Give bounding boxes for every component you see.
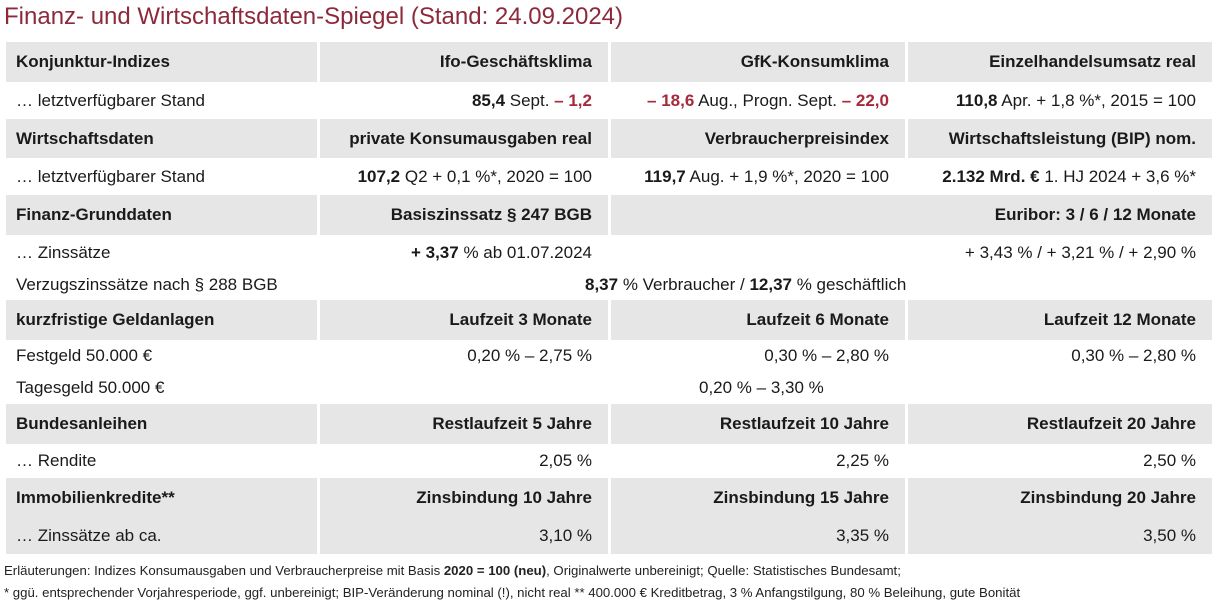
footnote-text-c: , Originalwerte unbereinigt; Quelle: Sta… bbox=[546, 563, 901, 578]
verzug-value-cell: 8,37 % Verbraucher / 12,37 % geschäftlic… bbox=[317, 270, 1212, 300]
footnote-basis: 2020 = 100 (neu) bbox=[443, 563, 547, 578]
konsum-header: private Konsumausgaben real bbox=[317, 119, 608, 158]
bip-value: 2.132 Mrd. € bbox=[942, 166, 1040, 186]
immobilien-header-row: Immobilienkredite** Zinsbindung 10 Jahre… bbox=[6, 478, 1212, 518]
laufzeit-12-header: Laufzeit 12 Monate bbox=[905, 300, 1212, 340]
bip-value-cell: 2.132 Mrd. € 1. HJ 2024 + 3,6 %* bbox=[905, 158, 1212, 195]
gfk-header: GfK-Konsumklima bbox=[608, 42, 905, 82]
page-title: Finanz- und Wirtschaftsdaten-Spiegel (St… bbox=[4, 3, 624, 30]
konsum-value: 107,2 bbox=[357, 166, 401, 186]
einzelhandel-value: 110,8 bbox=[955, 90, 998, 110]
rendite-label: … Rendite bbox=[6, 444, 317, 478]
festgeld-3: 0,20 % – 2,75 % bbox=[317, 340, 608, 372]
zinsbindung-15-header: Zinsbindung 15 Jahre bbox=[608, 478, 905, 518]
verzug-geschaeft-text: % geschäftlich bbox=[791, 275, 907, 294]
tagesgeld-value: 0,20 % – 3,30 % bbox=[317, 372, 1212, 404]
konjunktur-header-row: Konjunktur-Indizes Ifo-Geschäftsklima Gf… bbox=[6, 42, 1212, 82]
geldanlagen-label: kurzfristige Geldanlagen bbox=[6, 300, 317, 340]
finanz-label: Finanz-Grunddaten bbox=[6, 195, 317, 235]
tagesgeld-row: Tagesgeld 50.000 € 0,20 % – 3,30 % bbox=[6, 372, 1212, 404]
vpi-value: 119,7 bbox=[644, 166, 686, 186]
konjunktur-stand-row: … letztverfügbarer Stand 85,4 Sept. – 1,… bbox=[6, 82, 1212, 119]
zins-15: 3,35 % bbox=[608, 518, 905, 554]
konjunktur-stand-label: … letztverfügbarer Stand bbox=[6, 82, 317, 119]
tagesgeld-label: Tagesgeld 50.000 € bbox=[6, 372, 317, 404]
immobilien-label: Immobilienkredite** bbox=[6, 478, 317, 518]
finanz-zins-label: … Zinssätze bbox=[6, 235, 317, 270]
immobilien-zins-label: … Zinssätze ab ca. bbox=[6, 518, 317, 554]
restlaufzeit-10-header: Restlaufzeit 10 Jahre bbox=[608, 404, 905, 444]
festgeld-label: Festgeld 50.000 € bbox=[6, 340, 317, 372]
festgeld-6: 0,30 % – 2,80 % bbox=[608, 340, 905, 372]
finance-data-table: Konjunktur-Indizes Ifo-Geschäftsklima Gf… bbox=[6, 42, 1212, 554]
bip-detail: 1. HJ 2024 + 3,6 %* bbox=[1039, 166, 1196, 186]
rendite-5: 2,05 % bbox=[317, 444, 608, 478]
einzelhandel-value-cell: 110,8 Apr. + 1,8 %*, 2015 = 100 bbox=[905, 82, 1212, 119]
wirtschaft-stand-label: … letztverfügbarer Stand bbox=[6, 158, 317, 195]
footnote-text-a: Erläuterungen: Indizes Konsumausgaben un… bbox=[4, 563, 444, 578]
vpi-detail: Aug. + 1,9 %*, 2020 = 100 bbox=[685, 166, 889, 186]
ifo-change: – 1,2 bbox=[549, 90, 592, 110]
verzug-row: Verzugszinssätze nach § 288 BGB 8,37 % V… bbox=[6, 270, 1212, 300]
rendite-row: … Rendite 2,05 % 2,25 % 2,50 % bbox=[6, 444, 1212, 478]
wirtschaft-label: Wirtschaftsdaten bbox=[6, 119, 317, 158]
footnotes: Erläuterungen: Indizes Konsumausgaben un… bbox=[4, 560, 1020, 604]
bundesanleihen-header-row: Bundesanleihen Restlaufzeit 5 Jahre Rest… bbox=[6, 404, 1212, 444]
verzug-label: Verzugszinssätze nach § 288 BGB bbox=[6, 270, 317, 300]
zins-20: 3,50 % bbox=[905, 518, 1212, 554]
euribor-header: Euribor: 3 / 6 / 12 Monate bbox=[608, 195, 1212, 235]
ifo-header: Ifo-Geschäftsklima bbox=[317, 42, 608, 82]
rendite-20: 2,50 % bbox=[905, 444, 1212, 478]
vpi-header: Verbraucherpreisindex bbox=[608, 119, 905, 158]
laufzeit-6-header: Laufzeit 6 Monate bbox=[608, 300, 905, 340]
euribor-values: + 3,43 % / + 3,21 % / + 2,90 % bbox=[608, 235, 1212, 270]
finanz-header-row: Finanz-Grunddaten Basiszinssatz § 247 BG… bbox=[6, 195, 1212, 235]
restlaufzeit-5-header: Restlaufzeit 5 Jahre bbox=[317, 404, 608, 444]
konsum-detail: Q2 + 0,1 %*, 2020 = 100 bbox=[400, 166, 592, 186]
einzelhandel-detail: Apr. + 1,8 %*, 2015 = 100 bbox=[997, 90, 1196, 110]
festgeld-12: 0,30 % – 2,80 % bbox=[905, 340, 1212, 372]
zinsbindung-20-header: Zinsbindung 20 Jahre bbox=[905, 478, 1212, 518]
basiszins-detail: % ab 01.07.2024 bbox=[458, 242, 592, 262]
basiszins-value-cell: + 3,37 % ab 01.07.2024 bbox=[317, 235, 608, 270]
konjunktur-label: Konjunktur-Indizes bbox=[6, 42, 317, 82]
gfk-value-cell: – 18,6 Aug., Progn. Sept. – 22,0 bbox=[608, 82, 905, 119]
wirtschaft-header-row: Wirtschaftsdaten private Konsumausgaben … bbox=[6, 119, 1212, 158]
restlaufzeit-20-header: Restlaufzeit 20 Jahre bbox=[905, 404, 1212, 444]
zins-10: 3,10 % bbox=[317, 518, 608, 554]
ifo-month: Sept. bbox=[505, 90, 550, 110]
rendite-10: 2,25 % bbox=[608, 444, 905, 478]
finanz-zins-row: … Zinssätze + 3,37 % ab 01.07.2024 + 3,4… bbox=[6, 235, 1212, 270]
verzug-verbraucher-value: 8,37 bbox=[585, 275, 619, 294]
laufzeit-3-header: Laufzeit 3 Monate bbox=[317, 300, 608, 340]
bundesanleihen-label: Bundesanleihen bbox=[6, 404, 317, 444]
geldanlagen-header-row: kurzfristige Geldanlagen Laufzeit 3 Mona… bbox=[6, 300, 1212, 340]
basiszins-header: Basiszinssatz § 247 BGB bbox=[317, 195, 608, 235]
verzug-geschaeft-value: 12,37 bbox=[749, 275, 792, 294]
ifo-value-cell: 85,4 Sept. – 1,2 bbox=[317, 82, 608, 119]
gfk-value: – 18,6 bbox=[647, 90, 695, 110]
basiszins-value: + 3,37 bbox=[410, 242, 459, 262]
immobilien-zins-row: … Zinssätze ab ca. 3,10 % 3,35 % 3,50 % bbox=[6, 518, 1212, 554]
konsum-value-cell: 107,2 Q2 + 0,1 %*, 2020 = 100 bbox=[317, 158, 608, 195]
festgeld-row: Festgeld 50.000 € 0,20 % – 2,75 % 0,30 %… bbox=[6, 340, 1212, 372]
ifo-value: 85,4 bbox=[471, 90, 506, 110]
bip-header: Wirtschaftsleistung (BIP) nom. bbox=[905, 119, 1212, 158]
gfk-prognose: – 22,0 bbox=[837, 90, 889, 110]
zinsbindung-10-header: Zinsbindung 10 Jahre bbox=[317, 478, 608, 518]
einzelhandel-header: Einzelhandelsumsatz real bbox=[905, 42, 1212, 82]
vpi-value-cell: 119,7 Aug. + 1,9 %*, 2020 = 100 bbox=[608, 158, 905, 195]
verzug-verbraucher-text: % Verbraucher / bbox=[618, 275, 750, 294]
footnote-line-2: * ggü. entsprechender Vorjahresperiode, … bbox=[4, 585, 1021, 600]
wirtschaft-stand-row: … letztverfügbarer Stand 107,2 Q2 + 0,1 … bbox=[6, 158, 1212, 195]
footnote-line-1: Erläuterungen: Indizes Konsumausgaben un… bbox=[4, 560, 1020, 582]
gfk-month: Aug., Progn. Sept. bbox=[694, 90, 837, 110]
